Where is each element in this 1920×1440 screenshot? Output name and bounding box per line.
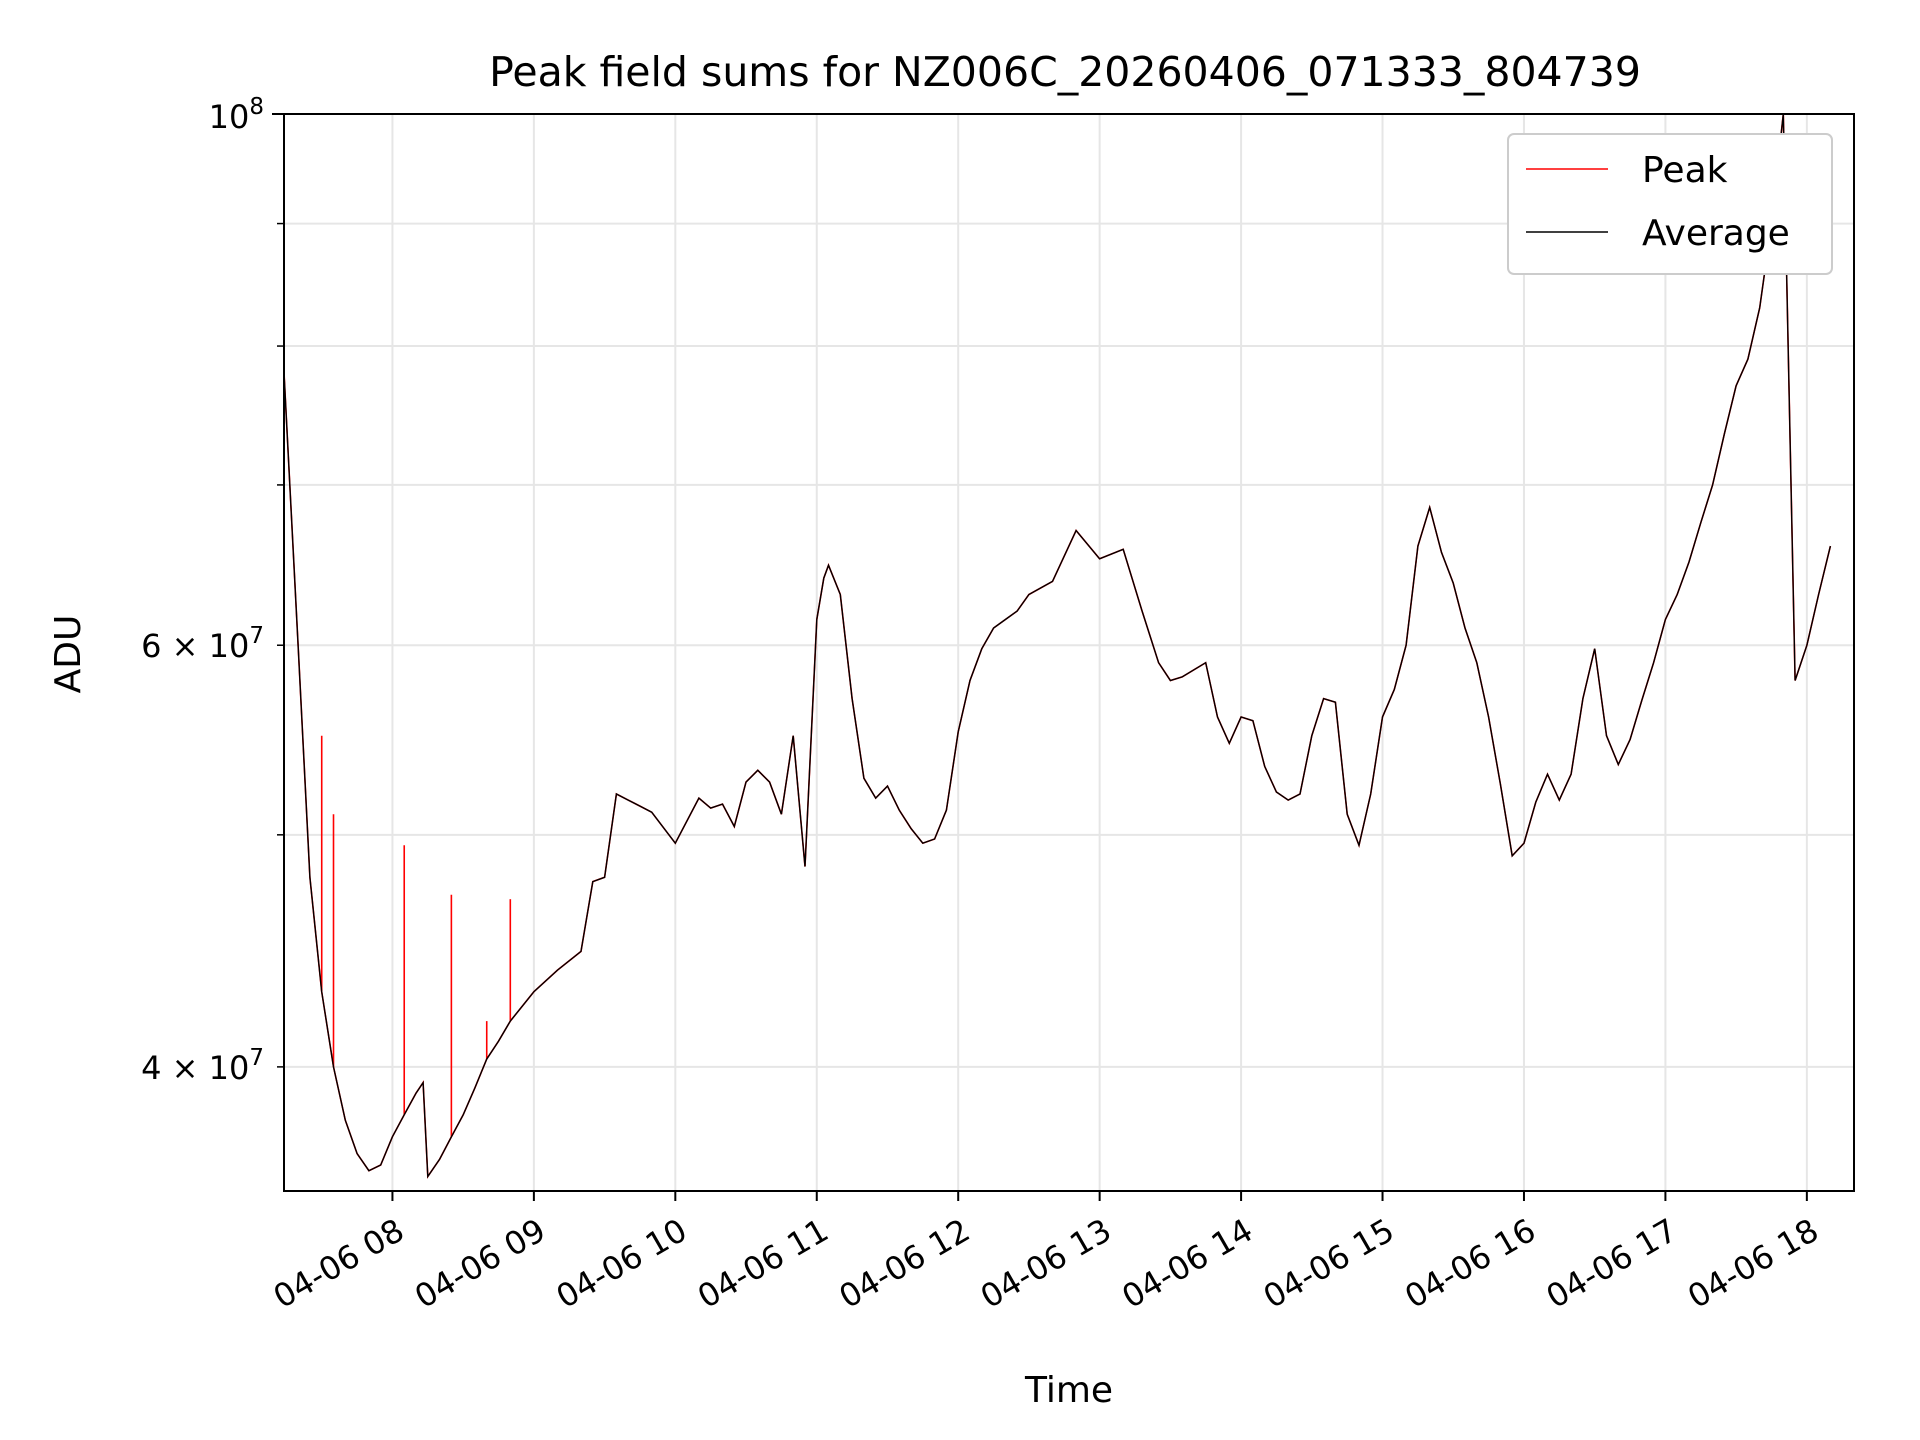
x-tick-label: 04-06 12: [833, 1211, 977, 1316]
x-tick-label: 04-06 10: [550, 1211, 694, 1316]
x-tick-label: 04-06 18: [1681, 1211, 1825, 1316]
y-axis-label: ADU: [48, 615, 89, 694]
x-tick-label: 04-06 17: [1540, 1211, 1684, 1316]
series-line-average: [283, 113, 1832, 1179]
x-tick-label: 04-06 09: [408, 1211, 552, 1316]
x-axis-label: Time: [1024, 1370, 1113, 1411]
legend: Peak Average: [1507, 133, 1833, 275]
legend-label-average: Average: [1642, 213, 1790, 254]
legend-label-peak: Peak: [1642, 150, 1728, 191]
x-tick-label: 04-06 11: [691, 1211, 835, 1316]
x-tick-label: 04-06 16: [1398, 1211, 1542, 1316]
y-tick-label: 4 × 107: [141, 1045, 264, 1087]
peak-spikes: [320, 735, 512, 1137]
x-tick-label: 04-06 15: [1257, 1211, 1401, 1316]
plot-frame: [283, 113, 1855, 1192]
y-tick-label: 6 × 107: [141, 623, 264, 665]
plot-background: [284, 114, 1854, 1191]
x-tick-label: 04-06 13: [974, 1211, 1118, 1316]
y-tick-label: 108: [209, 94, 264, 136]
x-tick-label: 04-06 08: [267, 1211, 411, 1316]
x-tick-label: 04-06 14: [1115, 1211, 1259, 1316]
y-axis-ticks: 108 4 × 107 6 × 107: [141, 94, 284, 1087]
chart-title: Peak field sums for NZ006C_20260406_0713…: [489, 48, 1641, 96]
